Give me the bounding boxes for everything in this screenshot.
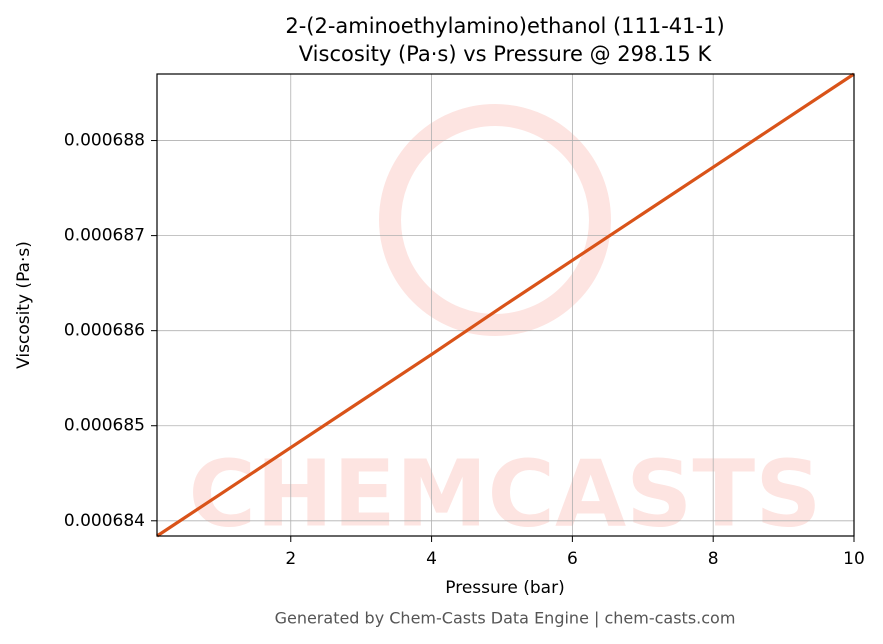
x-axis-label: Pressure (bar)	[445, 578, 564, 598]
x-tick-label: 2	[285, 549, 296, 569]
x-tick-label: 4	[426, 549, 437, 569]
chart-title: Viscosity (Pa·s) vs Pressure @ 298.15 K	[299, 42, 713, 66]
x-tick-label: 6	[567, 549, 578, 569]
chart-title: 2-(2-aminoethylamino)ethanol (111-41-1)	[285, 14, 724, 38]
y-axis-label: Viscosity (Pa·s)	[14, 241, 34, 369]
y-tick-label: 0.000687	[64, 226, 145, 246]
footer: Generated by Chem-Casts Data Engine | ch…	[275, 609, 736, 628]
x-tick-label: 8	[708, 549, 719, 569]
y-tick-label: 0.000686	[64, 321, 145, 341]
data-line	[156, 72, 855, 538]
watermark-logo	[379, 104, 611, 336]
plot-frame	[156, 73, 855, 537]
y-tick-label: 0.000685	[64, 416, 145, 436]
y-tick-label: 0.000688	[64, 131, 145, 151]
watermark: CHEMCASTS	[189, 440, 822, 547]
x-tick-label: 10	[843, 549, 865, 569]
y-tick-label: 0.000684	[64, 511, 145, 531]
